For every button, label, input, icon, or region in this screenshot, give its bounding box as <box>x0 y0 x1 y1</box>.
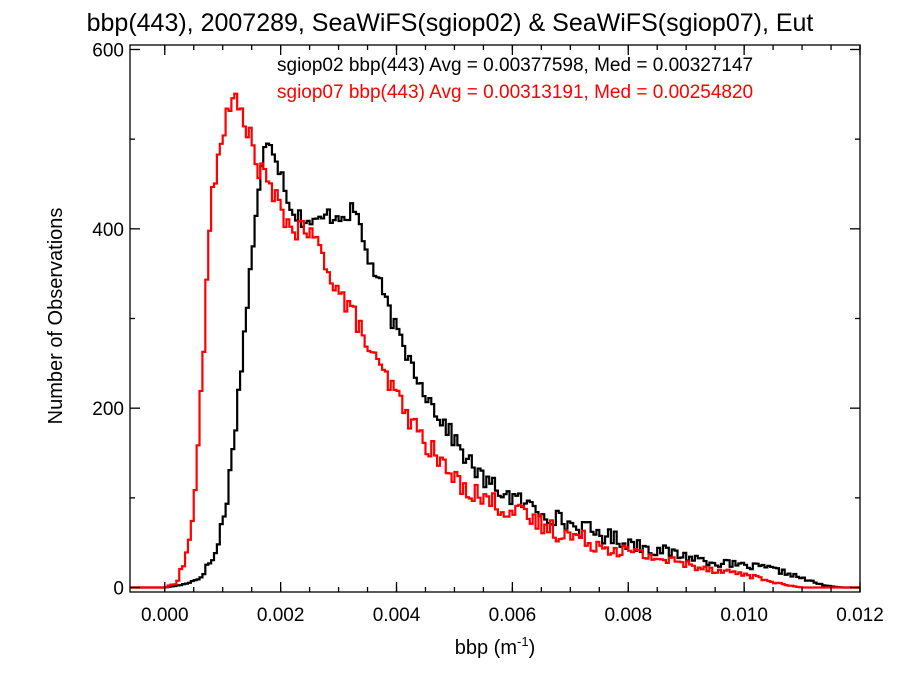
x-tick-label: 0.006 <box>489 605 537 626</box>
y-tick-label: 0 <box>113 579 124 600</box>
x-tick-label: 0.010 <box>720 605 768 626</box>
chart-title: bbp(443), 2007289, SeaWiFS(sgiop02) & Se… <box>87 9 814 37</box>
x-axis-label-close: ) <box>529 637 536 659</box>
x-axis-label-main: bbp (m <box>455 637 517 659</box>
x-tick-label: 0.008 <box>604 605 652 626</box>
series-layer <box>130 92 861 589</box>
y-tick-label: 200 <box>92 399 124 420</box>
x-axis-label-superscript: -1 <box>517 634 529 649</box>
x-tick-label: 0.000 <box>141 605 189 626</box>
x-tick-label: 0.012 <box>836 605 884 626</box>
legend-entry-sgiop02: sgiop02 bbp(443) Avg = 0.00377598, Med =… <box>277 55 753 76</box>
legend-entry-sgiop07: sgiop07 bbp(443) Avg = 0.00313191, Med =… <box>277 82 753 103</box>
y-tick-label: 400 <box>92 220 124 241</box>
histogram-series-sgiop07 <box>130 92 861 589</box>
histogram-series-sgiop02 <box>130 142 861 589</box>
x-axis-label: bbp (m-1) <box>455 634 535 659</box>
y-axis-label: Number of Observations <box>45 208 67 425</box>
ticks-layer: 0.000 0.002 0.004 0.006 0.008 0.010 0.012 0 200 4… <box>92 40 883 626</box>
y-tick-label: 600 <box>92 40 124 61</box>
x-tick-label: 0.004 <box>373 605 421 626</box>
x-tick-label: 0.002 <box>257 605 305 626</box>
